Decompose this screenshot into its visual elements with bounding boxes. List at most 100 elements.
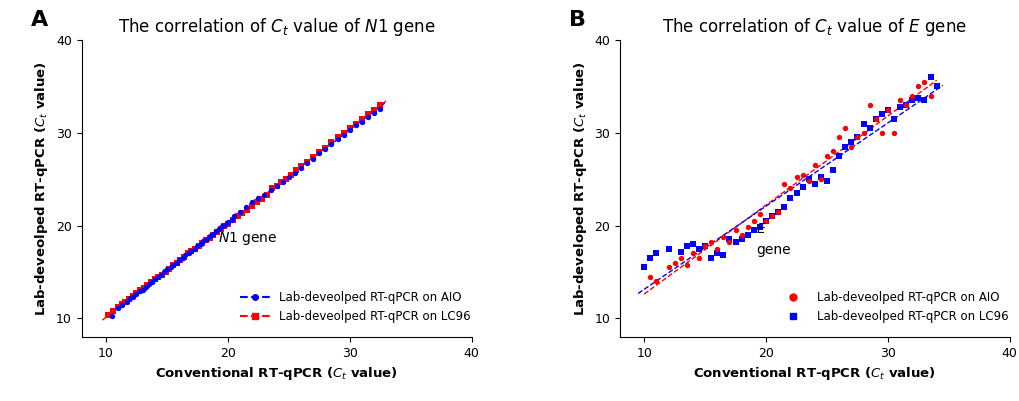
Point (884, 130, 901, 136)
Point (262, 187, 278, 194)
Point (153, 271, 169, 278)
Point (191, 243, 207, 249)
Point (317, 146, 333, 152)
Title: The correlation of $C_t$ value of $\it{E}$ gene: The correlation of $C_t$ value of $\it{E… (661, 16, 966, 38)
Point (720, 236, 737, 243)
Point (150, 273, 166, 280)
Point (775, 180, 792, 187)
Y-axis label: Lab-developed RT-qPCR ($C_t$ value): Lab-developed RT-qPCR ($C_t$ value) (571, 61, 588, 316)
Point (249, 199, 265, 206)
Point (175, 254, 192, 260)
Point (259, 192, 275, 198)
Point (274, 179, 290, 185)
Point (897, 102, 913, 108)
Point (239, 207, 256, 213)
Point (714, 252, 731, 258)
Point (201, 233, 217, 239)
Point (172, 257, 189, 263)
Point (647, 278, 663, 284)
Point (672, 248, 688, 255)
Point (124, 294, 141, 300)
Point (696, 243, 712, 249)
Point (665, 259, 682, 266)
Point (782, 185, 798, 192)
Legend: Lab-deveolped RT-qPCR on AIO, Lab-deveolped RT-qPCR on LC96: Lab-deveolped RT-qPCR on AIO, Lab-deveol… (773, 287, 1013, 328)
Point (113, 301, 129, 308)
Point (311, 149, 327, 156)
Point (250, 194, 266, 201)
Point (702, 239, 718, 245)
Point (186, 245, 203, 252)
Point (915, 79, 931, 85)
Point (209, 229, 225, 235)
Point (812, 174, 828, 180)
Point (636, 264, 652, 271)
Point (165, 261, 181, 268)
Point (183, 247, 200, 254)
Point (287, 167, 304, 173)
Point (162, 264, 178, 271)
Point (891, 97, 907, 103)
Point (861, 125, 877, 132)
Point (873, 111, 890, 117)
Point (806, 162, 822, 168)
Point (213, 223, 229, 230)
X-axis label: Conventional RT-qPCR ($C_t$ value): Conventional RT-qPCR ($C_t$ value) (155, 365, 397, 382)
Point (278, 176, 294, 182)
Point (849, 134, 865, 141)
Point (174, 255, 191, 261)
Point (642, 273, 658, 280)
Point (216, 223, 232, 230)
Point (757, 218, 773, 224)
Point (769, 209, 786, 215)
Point (782, 194, 798, 201)
Point (299, 160, 315, 167)
Point (201, 235, 217, 241)
Point (903, 93, 919, 99)
Point (696, 243, 712, 249)
Point (292, 163, 309, 169)
Point (775, 204, 792, 210)
Point (708, 250, 725, 257)
Point (212, 226, 228, 233)
Point (211, 226, 227, 233)
Point (104, 312, 120, 319)
Point (205, 231, 221, 237)
Point (335, 130, 352, 136)
Point (268, 182, 284, 189)
Point (179, 250, 196, 257)
Point (144, 279, 160, 286)
Text: A: A (31, 10, 48, 30)
Point (136, 284, 152, 291)
Point (131, 287, 148, 294)
Point (806, 180, 822, 187)
Point (727, 239, 743, 245)
Point (690, 255, 706, 261)
Point (329, 134, 345, 141)
Point (180, 250, 197, 257)
Point (757, 218, 773, 224)
Point (708, 245, 725, 252)
Point (165, 262, 181, 269)
Point (254, 195, 270, 202)
Point (168, 259, 184, 266)
Point (268, 182, 284, 189)
Point (131, 288, 148, 295)
Point (751, 211, 767, 218)
Point (360, 114, 376, 120)
Point (727, 227, 743, 233)
Text: gene: gene (755, 243, 790, 257)
Point (837, 144, 853, 150)
Point (360, 111, 376, 117)
Point (879, 106, 896, 113)
Point (921, 74, 937, 80)
Point (915, 97, 931, 103)
Point (812, 176, 828, 182)
Point (909, 94, 925, 101)
Point (183, 247, 200, 254)
Point (128, 290, 145, 296)
Point (927, 83, 944, 90)
Point (329, 136, 345, 142)
Point (156, 269, 172, 275)
Point (283, 171, 300, 178)
